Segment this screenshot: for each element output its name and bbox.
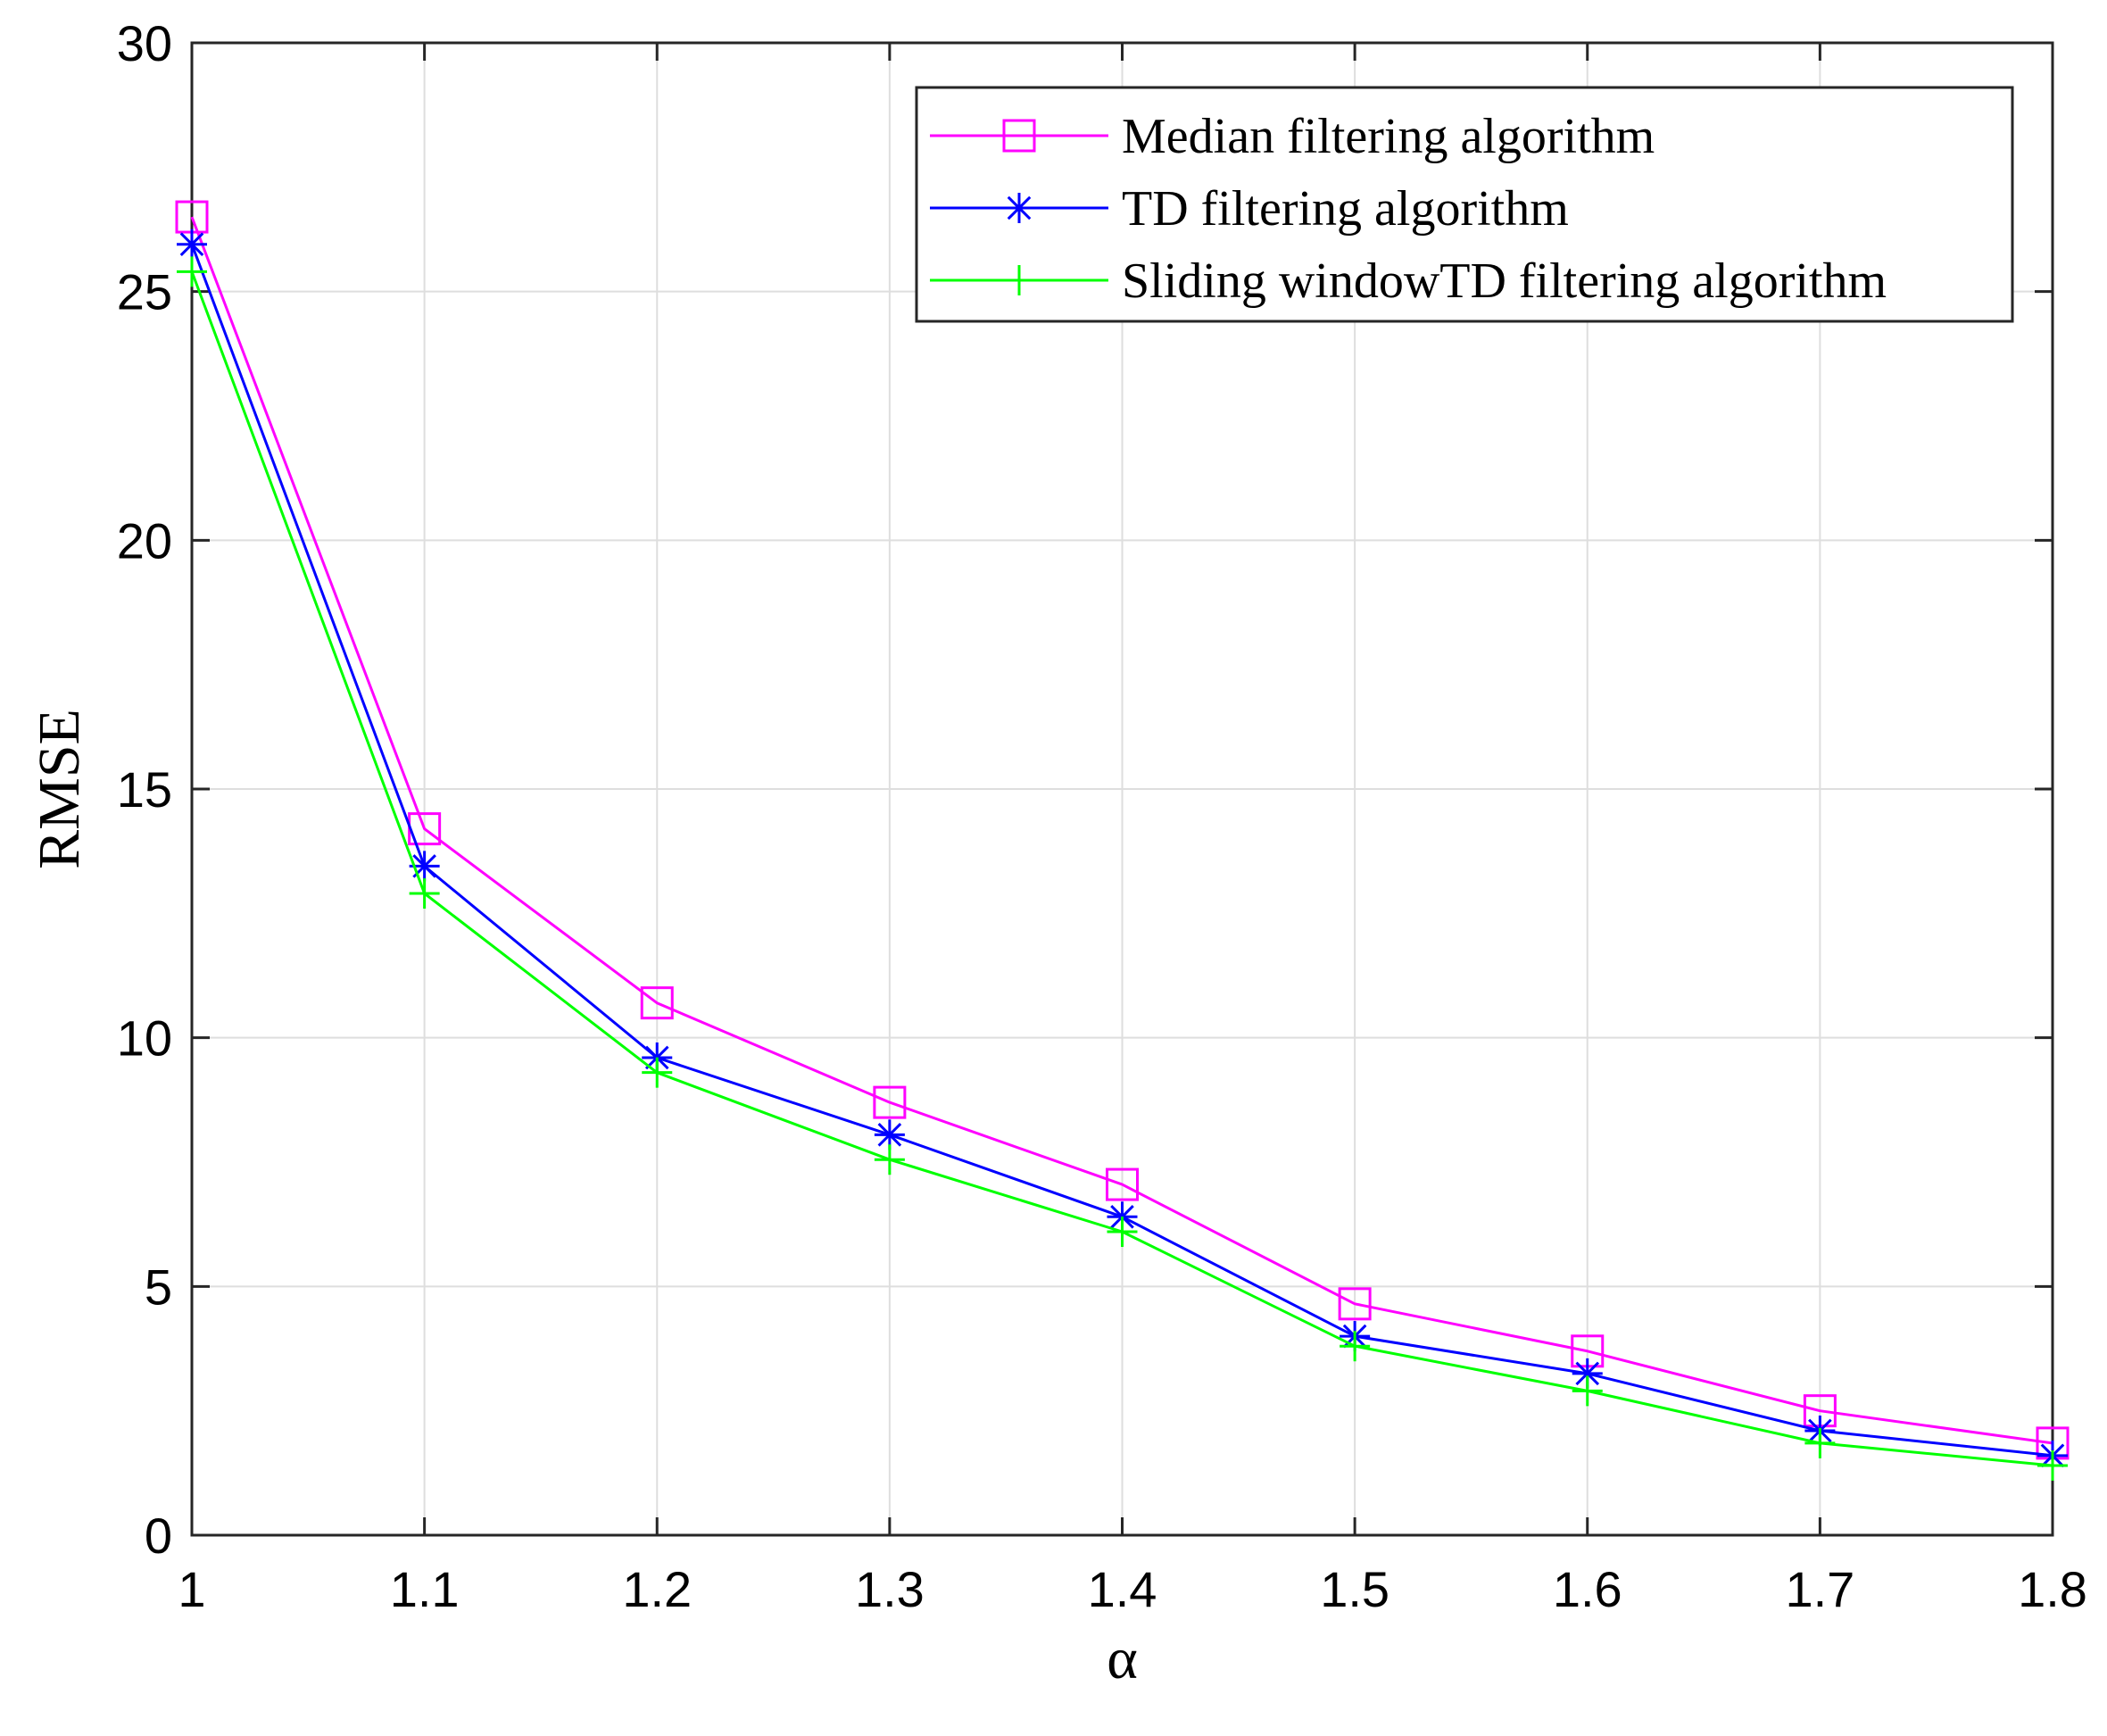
asterisk-stroke <box>877 1123 902 1147</box>
series-lines <box>175 200 2070 1481</box>
legend-entry: Sliding windowTD filtering algorithm <box>930 253 1887 309</box>
legend-marker <box>1004 265 1034 295</box>
data-point-plus <box>1572 1375 1603 1407</box>
legend-entry: TD filtering algorithm <box>930 181 1569 237</box>
data-point-square <box>1106 1167 1139 1201</box>
y-axis-label: RMSE <box>27 709 92 869</box>
x-tick-label: 1.4 <box>1088 1561 1157 1617</box>
x-axis-ticks: 1 1.1 1.2 1.3 1.4 1.5 1.6 1.7 1.8 <box>178 43 2087 1617</box>
x-tick-label: 1.1 <box>390 1561 460 1617</box>
data-point-plus <box>2037 1449 2068 1481</box>
legend-label: Sliding windowTD filtering algorithm <box>1122 253 1887 309</box>
y-tick-label: 15 <box>117 761 172 818</box>
x-tick-label: 1 <box>178 1561 205 1617</box>
x-tick-label: 1.2 <box>622 1561 692 1617</box>
asterisk-stroke <box>1575 1361 1600 1386</box>
legend-box <box>915 86 2014 323</box>
y-tick-label: 30 <box>117 15 172 71</box>
y-axis-ticks: 0 5 10 15 20 25 30 <box>117 15 2053 1564</box>
x-tick-label: 1.8 <box>2018 1561 2087 1617</box>
x-tick-label: 1.7 <box>1785 1561 1854 1617</box>
data-point-plus <box>1804 1427 1836 1458</box>
data-point-plus <box>177 256 207 287</box>
data-point-asterisk <box>177 228 207 260</box>
y-tick-label: 25 <box>117 264 172 320</box>
legend-marker <box>1002 119 1036 153</box>
y-tick-label: 5 <box>145 1258 172 1315</box>
legend: Median filtering algorithm TD filtering a… <box>915 86 2014 323</box>
asterisk-stroke <box>179 232 204 257</box>
legend-entry: Median filtering algorithm <box>930 109 1655 164</box>
x-axis-label: α <box>1107 1626 1138 1691</box>
asterisk-stroke <box>1007 195 1032 220</box>
data-point-square <box>640 986 674 1020</box>
x-tick-label: 1.3 <box>855 1561 925 1617</box>
data-point-square <box>1338 1287 1372 1321</box>
x-tick-label: 1.6 <box>1553 1561 1622 1617</box>
data-point-plus <box>874 1144 905 1175</box>
y-tick-label: 0 <box>145 1508 172 1564</box>
legend-label: Median filtering algorithm <box>1122 109 1655 164</box>
legend-marker <box>1004 193 1034 223</box>
series-2 <box>177 256 2068 1481</box>
data-point-plus <box>1107 1217 1138 1248</box>
data-point-plus <box>409 878 440 910</box>
data-point-plus <box>1340 1331 1371 1362</box>
series-line <box>190 216 2053 1445</box>
y-tick-label: 10 <box>117 1010 172 1067</box>
data-point-square <box>873 1085 907 1119</box>
data-point-plus <box>642 1057 673 1088</box>
legend-entries: Median filtering algorithm TD filtering a… <box>930 109 1887 309</box>
legend-label: TD filtering algorithm <box>1122 181 1569 237</box>
y-tick-label: 20 <box>117 512 172 569</box>
x-tick-label: 1.5 <box>1320 1561 1389 1617</box>
